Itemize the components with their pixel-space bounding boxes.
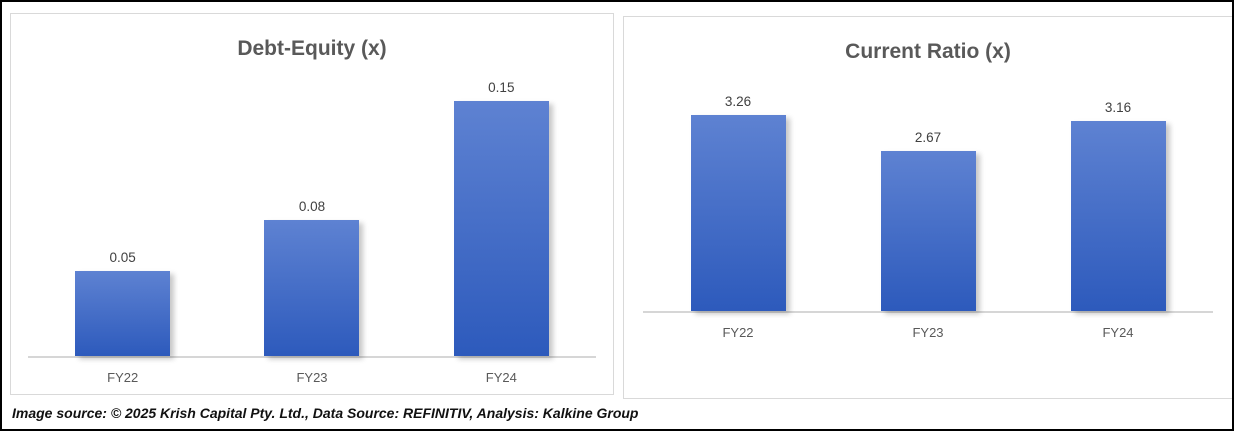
footer-attribution: Image source: © 2025 Krish Capital Pty. … [12, 405, 639, 421]
bar-value-label: 0.15 [488, 79, 515, 95]
bar [453, 101, 549, 356]
bar-value-label: 2.67 [914, 129, 942, 145]
bar-group: 2.67 [833, 129, 1023, 311]
bar-value-label: 0.08 [298, 198, 326, 214]
x-axis-label: FY24 [485, 370, 517, 385]
bar-group: 0.05 [28, 249, 217, 356]
chart-title: Current Ratio (x) [845, 40, 1011, 63]
bar [264, 220, 360, 356]
x-axis-label: FY22 [722, 325, 754, 340]
plot-area: 3.26 2.67 3.16 [643, 65, 1213, 313]
bar [75, 271, 171, 356]
chart-title: Debt-Equity (x) [237, 37, 387, 60]
debt-equity-chart-card: Debt-Equity (x) 0.05 0.08 0.15 FY22 FY23 FY2… [10, 13, 614, 395]
bar-value-label: 3.16 [1104, 99, 1132, 115]
bar [880, 151, 976, 311]
bar-group: 3.26 [643, 93, 833, 311]
bar [690, 115, 786, 311]
x-axis-labels: FY22 FY23 FY24 [28, 358, 596, 385]
current-ratio-chart-card: Current Ratio (x) 3.26 2.67 3.16 FY22 FY23 F… [623, 16, 1232, 399]
bar-value-label: 0.05 [109, 249, 136, 265]
bar-group: 0.15 [407, 79, 596, 356]
x-axis-label: FY22 [107, 370, 139, 385]
x-axis-label: FY23 [912, 325, 944, 340]
bar-value-label: 3.26 [724, 93, 752, 109]
bar-group: 0.08 [217, 198, 406, 356]
x-axis-labels: FY22 FY23 FY24 [643, 313, 1213, 340]
bar-group: 3.16 [1023, 99, 1213, 311]
x-axis-label: FY23 [296, 370, 328, 385]
bar [1070, 121, 1166, 311]
x-axis-label: FY24 [1102, 325, 1134, 340]
plot-area: 0.05 0.08 0.15 [28, 62, 596, 358]
